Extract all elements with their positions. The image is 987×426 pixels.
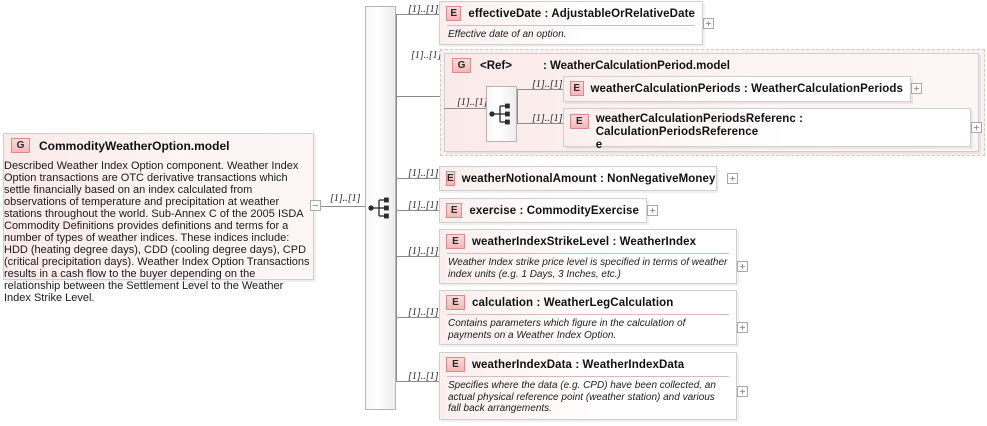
weathernotionalamount-expand-toggle[interactable] (727, 173, 738, 184)
element-weathercalculationperiodsreference[interactable]: E weatherCalculationPeriodsReferenc : Ca… (563, 108, 971, 151)
refgroup-ref-label: <Ref> (480, 59, 512, 72)
element-badge-icon: E (446, 171, 455, 186)
connector-to-calculation (396, 317, 439, 318)
connector-root-to-compositor (321, 206, 365, 207)
effectivedate-documentation: Effective date of an option. (448, 29, 567, 40)
calculation-expand-toggle[interactable] (737, 322, 748, 333)
weatherindexstrikelevel-title: weatherIndexStrikeLevel : WeatherIndex (472, 235, 697, 248)
weathercalculationperiodsreference-title-row: E weatherCalculationPeriodsReferenc : Ca… (564, 109, 970, 156)
root-cardinality-label: [1]..[1] (330, 193, 361, 204)
connector-to-weathernotionalamount (396, 178, 439, 179)
element-badge-icon: E (446, 6, 462, 21)
calculation-title-row: E calculation : WeatherLegCalculation (440, 291, 736, 314)
element-badge-icon: E (446, 234, 465, 249)
root-group-title-row: G CommodityWeatherOption.model (4, 134, 313, 156)
connector-to-effectivedate (396, 14, 439, 15)
element-effectivedate[interactable]: E effectiveDate : AdjustableOrRelativeDa… (439, 1, 703, 45)
effectivedate-divider (447, 25, 695, 26)
weatherindexdata-title: weatherIndexData : WeatherIndexData (472, 358, 685, 371)
weatherindexdata-divider (447, 376, 729, 377)
weathercalculationperiods-title: weatherCalculationPeriods : WeatherCalcu… (590, 82, 903, 95)
root-group-commodityweatheroption-model[interactable]: G CommodityWeatherOption.model Described… (3, 133, 314, 304)
connector-refgroup-spine (517, 89, 518, 123)
connector-spine (396, 14, 397, 381)
cardinality-refgroup-inner: [1]..[1] (457, 97, 488, 108)
cardinality-weatherindexstrikelevel: [1]..[1] (408, 246, 439, 257)
exercise-expand-toggle[interactable] (647, 205, 658, 216)
weatherindexstrikelevel-title-row: E weatherIndexStrikeLevel : WeatherIndex (440, 230, 736, 253)
weatherindexdata-expand-toggle[interactable] (737, 386, 748, 397)
connector-to-weathercalculationperiodsreference (517, 123, 563, 124)
root-group-title: CommodityWeatherOption.model (39, 138, 230, 153)
calculation-divider (447, 314, 729, 315)
element-weathercalculationperiods[interactable]: E weatherCalculationPeriods : WeatherCal… (563, 76, 911, 102)
cardinality-weathercalculationperiods: [1]..[1] (532, 79, 563, 90)
connector-to-weatherindexstrikelevel (396, 256, 439, 257)
cardinality-refgroup: [1]..[1] (411, 50, 442, 61)
cardinality-weatherindexdata: [1]..[1] (408, 371, 439, 382)
refgroup-sequence-compositor[interactable] (486, 86, 517, 142)
effectivedate-expand-toggle[interactable] (703, 18, 714, 29)
cardinality-effectivedate: [1]..[1] (408, 4, 439, 15)
connector-to-exercise (396, 210, 439, 211)
weathercalculationperiodsreference-expand-toggle[interactable] (971, 122, 982, 133)
calculation-documentation: Contains parameters which figure in the … (448, 318, 686, 341)
element-weatherindexdata[interactable]: E weatherIndexData : WeatherIndexData Sp… (439, 352, 737, 420)
exercise-title-row: E exercise : CommodityExercise (440, 199, 646, 222)
effectivedate-title: effectiveDate : AdjustableOrRelativeDate (468, 7, 695, 20)
sequence-icon (367, 197, 389, 219)
sequence-icon (488, 103, 510, 125)
weatherindexstrikelevel-documentation: Weather Index strike price level is spec… (448, 257, 728, 280)
element-weatherindexstrikelevel[interactable]: E weatherIndexStrikeLevel : WeatherIndex… (439, 229, 737, 284)
weatherindexdata-documentation: Specifies where the data (e.g. CPD) have… (448, 380, 716, 415)
weathercalculationperiods-title-row: E weatherCalculationPeriods : WeatherCal… (564, 77, 910, 100)
group-badge-icon: G (11, 138, 30, 153)
element-badge-icon: E (570, 81, 584, 96)
element-calculation[interactable]: E calculation : WeatherLegCalculation Co… (439, 290, 737, 345)
weatherindexdata-title-row: E weatherIndexData : WeatherIndexData (440, 353, 736, 376)
weathercalculationperiodsreference-title: weatherCalculationPeriodsReferenc : Calc… (596, 113, 963, 152)
element-badge-icon: E (570, 114, 589, 129)
element-weathernotionalamount[interactable]: E weatherNotionalAmount : NonNegativeMon… (439, 166, 717, 191)
weatherindexstrikelevel-expand-toggle[interactable] (737, 261, 748, 272)
sequence-compositor[interactable] (365, 6, 396, 410)
cardinality-weathernotionalamount: [1]..[1] (408, 168, 439, 179)
cardinality-weathercalculationperiodsreference: [1]..[1] (532, 113, 563, 124)
connector-to-weathercalculationperiods (517, 89, 563, 90)
weatherindexstrikelevel-divider (447, 253, 729, 254)
connector-to-refgroup (396, 96, 440, 97)
refgroup-title: : WeatherCalculationPeriod.model (542, 59, 730, 72)
effectivedate-title-row: E effectiveDate : AdjustableOrRelativeDa… (440, 2, 702, 25)
weathercalculationperiodsreference-title-main: weatherCalculationPeriodsReferenc : Calc… (595, 113, 804, 138)
element-badge-icon: E (446, 295, 465, 310)
weathercalculationperiods-expand-toggle[interactable] (911, 83, 922, 94)
refgroup-title-row: G <Ref> : WeatherCalculationPeriod.model (445, 54, 978, 76)
calculation-title: calculation : WeatherLegCalculation (472, 296, 674, 309)
group-badge-icon: G (452, 58, 471, 73)
element-badge-icon: E (446, 203, 463, 218)
element-exercise[interactable]: E exercise : CommodityExercise (439, 198, 647, 223)
weathercalculationperiodsreference-title-tail: e (595, 139, 603, 151)
element-badge-icon: E (446, 357, 465, 372)
connector-refgroup-inner (444, 108, 486, 109)
weathernotionalamount-title-row: E weatherNotionalAmount : NonNegativeMon… (440, 167, 716, 190)
weathernotionalamount-title: weatherNotionalAmount : NonNegativeMoney (461, 172, 716, 185)
root-group-documentation: Described Weather Index Option component… (4, 160, 310, 304)
exercise-title: exercise : CommodityExercise (469, 204, 639, 217)
connector-to-weatherindexdata (396, 381, 439, 382)
cardinality-calculation: [1]..[1] (408, 307, 439, 318)
root-group-collapse-toggle[interactable] (310, 200, 321, 211)
cardinality-exercise: [1]..[1] (408, 200, 439, 211)
